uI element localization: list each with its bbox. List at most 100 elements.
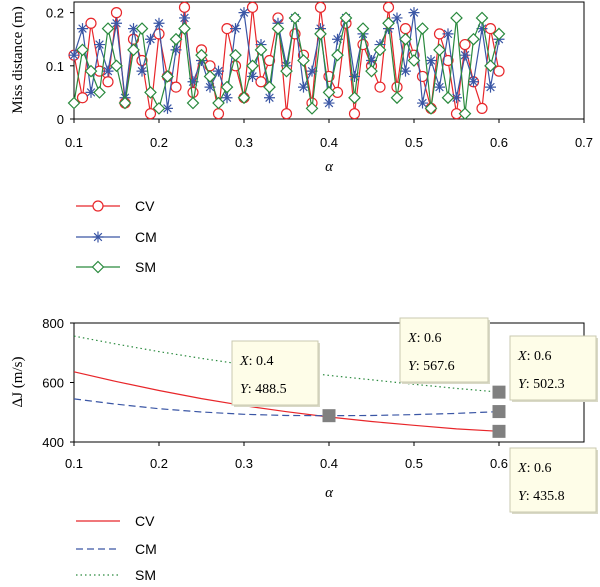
data-point: [212, 96, 225, 110]
data-point: [246, 59, 259, 73]
datatip-marker: [492, 424, 506, 438]
data-point: [135, 22, 149, 35]
legend-label: CM: [135, 541, 157, 557]
legend-marker: [92, 200, 104, 212]
datatip-x: X: 0.6: [407, 331, 441, 346]
data-point: [102, 65, 114, 77]
data-point: [77, 23, 88, 35]
series-sm: [67, 11, 506, 121]
data-point: [408, 7, 420, 19]
x-tick-label: 0.1: [65, 135, 83, 150]
data-point: [169, 32, 183, 46]
data-point: [434, 81, 445, 93]
data-point: [203, 70, 217, 83]
data-point: [238, 7, 250, 19]
data-point: [417, 97, 428, 109]
data-point: [247, 70, 258, 82]
data-point: [485, 81, 496, 93]
data-point: [187, 86, 199, 99]
data-point: [136, 65, 148, 77]
data-point: [484, 59, 497, 73]
plot-frame: [73, 322, 585, 443]
data-point: [399, 22, 412, 35]
data-point: [433, 43, 446, 57]
x-tick-label: 0.1: [65, 456, 83, 471]
data-point: [467, 32, 480, 46]
x-tick-label: 0.3: [235, 135, 253, 150]
data-point: [365, 64, 378, 78]
datatip-marker: [322, 409, 336, 423]
legend-label: CV: [135, 198, 155, 214]
data-point: [187, 76, 199, 88]
data-point: [170, 81, 182, 93]
data-point: [195, 48, 208, 62]
data-point: [314, 1, 327, 13]
data-point: [450, 11, 463, 25]
datatip-box: [509, 335, 597, 401]
series-cm: [68, 7, 505, 114]
data-point: [161, 70, 174, 83]
data-point: [416, 70, 429, 83]
series-cv-line: [73, 371, 500, 432]
data-point: [230, 23, 241, 35]
legend-item-cm: CM: [76, 229, 157, 245]
data-point: [263, 54, 276, 67]
x-tick-label: 0.2: [150, 456, 168, 471]
data-point: [476, 23, 488, 35]
data-point: [442, 54, 454, 67]
data-point: [221, 92, 233, 104]
data-point: [459, 38, 471, 51]
x-tick-label: 0.5: [405, 135, 423, 150]
data-point: [144, 108, 157, 120]
data-point: [145, 33, 156, 45]
data-point: [263, 80, 276, 94]
data-point: [246, 1, 259, 13]
data-point: [288, 11, 302, 25]
data-point: [348, 91, 361, 105]
data-point: [204, 81, 216, 93]
data-point: [213, 65, 224, 77]
data-point: [110, 7, 123, 19]
data-point: [84, 64, 98, 78]
datatip: X: 0.6 Y: 435.8: [509, 447, 598, 514]
data-point: [67, 96, 81, 110]
data-point: [153, 17, 165, 29]
datatip-box: [399, 317, 489, 383]
data-point: [264, 92, 275, 104]
data-point: [102, 76, 114, 88]
legend-item-cm: CM: [76, 541, 157, 557]
data-point: [451, 92, 462, 104]
y-tick-label: 600: [42, 376, 64, 391]
data-point: [459, 49, 471, 61]
datatip-y: Y: 502.3: [518, 377, 565, 392]
datatip-y: Y: 567.6: [408, 359, 455, 374]
data-point: [391, 81, 403, 93]
miss-distance-chart: 0.1 0.2 0.3 0.4 0.5 0.6 0.700.10.2 α Miss dist…: [10, 1, 593, 275]
y-tick-label: 0: [57, 112, 64, 127]
data-point: [101, 22, 115, 35]
data-point: [280, 64, 293, 78]
datatip-x: X: 0.6: [517, 349, 551, 364]
data-point: [424, 102, 438, 115]
legend-item-cv: CV: [76, 513, 155, 529]
legend-label: SM: [135, 567, 156, 583]
data-point: [170, 44, 182, 56]
data-point: [458, 107, 472, 121]
data-point: [390, 91, 404, 105]
data-point: [356, 22, 370, 35]
data-point: [399, 32, 412, 46]
x-tick-label: 0.6: [490, 135, 508, 150]
y-tick-label: 800: [42, 316, 64, 331]
data-point: [128, 23, 139, 35]
data-point: [391, 12, 403, 24]
legend-item-sm: SM: [76, 259, 156, 275]
data-point: [76, 92, 89, 104]
legend-marker: [92, 231, 104, 243]
datatip-marker: [492, 405, 506, 419]
legend-label: SM: [135, 259, 156, 275]
data-point: [178, 1, 191, 13]
data-point: [382, 16, 395, 30]
x-tick-label: 0.3: [235, 456, 253, 471]
y-tick-label: 0.1: [46, 59, 64, 74]
